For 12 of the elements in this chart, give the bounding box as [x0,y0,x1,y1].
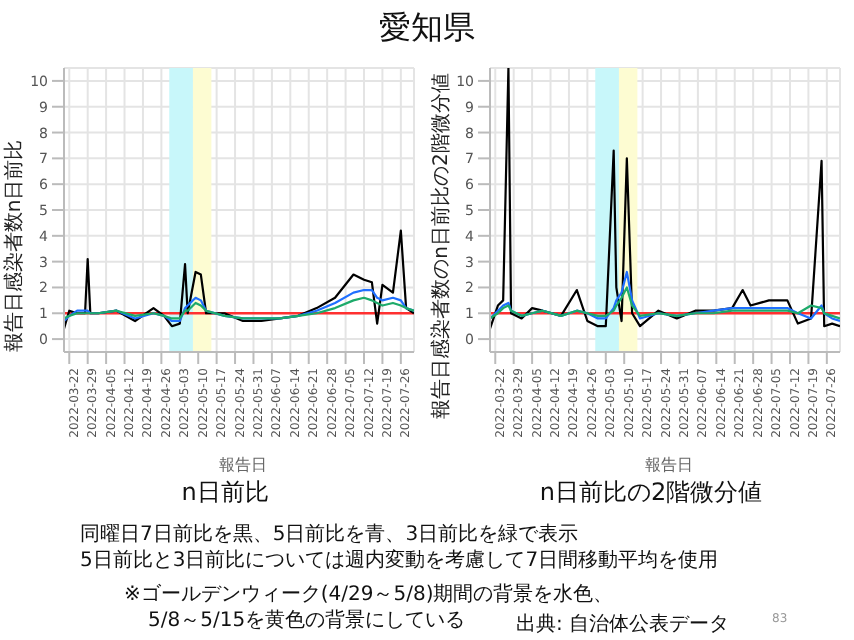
x-axis-title: 報告日 [217,454,269,476]
source-note: 出典: 自治体公表データ [516,611,730,637]
text: 同曜日7日前比を黒、5日前比を青、3日前比を緑で表示 [80,524,581,549]
text: n日前比の2階微分値 [537,476,765,510]
text: 5/8～5/15を黄色の背景にしている [148,609,466,631]
x-axis-title: 報告日 [643,454,695,476]
text: n日前比 [179,476,271,510]
y-axis-title: 報告日感染者数n日前比 [1,139,28,353]
chart-title: 愛知県 [377,8,477,50]
text: ※ゴールデンウィーク(4/29～5/8)期間の背景を水色、 [124,584,614,609]
y-axis-title: 報告日感染者数のn日前比の2階微分値 [428,73,454,419]
text: 5日前比と3日前比については週内変動を考慮して7日間移動平均を使用 [80,549,719,574]
